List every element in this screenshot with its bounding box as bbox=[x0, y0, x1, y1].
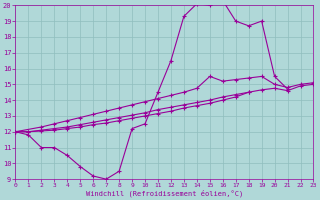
X-axis label: Windchill (Refroidissement éolien,°C): Windchill (Refroidissement éolien,°C) bbox=[86, 190, 243, 197]
